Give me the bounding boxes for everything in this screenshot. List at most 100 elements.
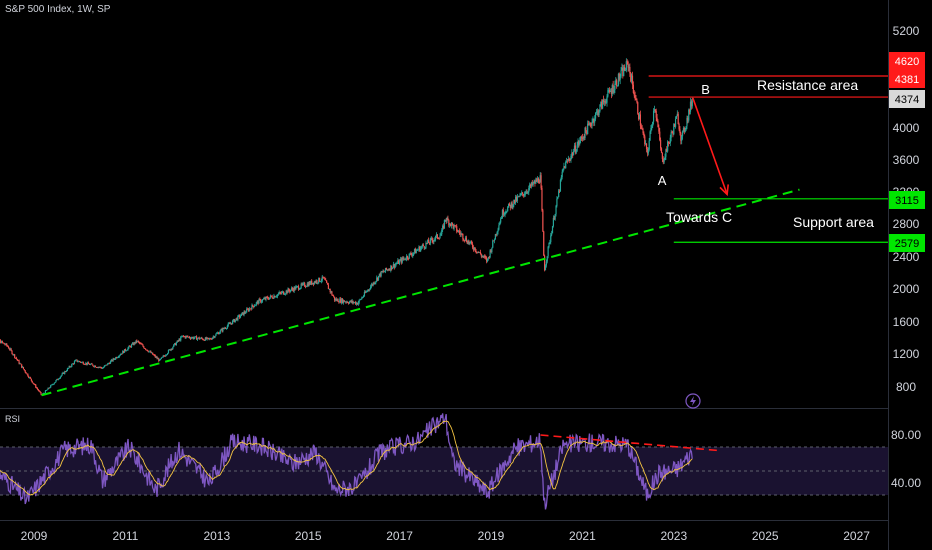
candle-body [378,273,380,276]
candle-body [232,319,235,321]
candle-body [73,361,76,364]
candle-body [536,179,538,182]
candle-body [123,350,125,353]
candle-body [518,196,520,198]
candle-body [438,238,440,240]
candle-body [681,136,683,141]
candle-body [156,356,158,359]
candle-body [217,332,220,335]
candle-body [515,196,518,201]
candle-body [257,301,259,304]
candle-body [14,354,16,358]
candle-body [275,296,278,298]
candle-body [522,194,525,196]
candle-body [177,340,179,342]
candle-body [674,124,676,127]
candle-body [565,162,567,169]
candle-body [481,256,483,257]
candle-body [690,101,692,107]
candle-body [611,85,613,94]
candle-body [311,280,313,285]
candle-body [389,269,391,271]
candle-body [457,231,459,233]
candle-body [340,298,343,303]
candle-body [534,180,536,184]
candle-body [153,354,156,356]
candle-body [619,76,621,80]
candle-body [552,217,554,227]
candle-body [70,366,72,368]
candle-body [417,249,419,251]
y-tick-label: 1200 [893,347,920,361]
candle-body [312,282,315,285]
candle-body [627,61,629,68]
candle-body [65,371,67,373]
candle-body [91,363,93,365]
candle-body [97,367,99,368]
candle-body [356,302,359,305]
candle-body [562,168,564,172]
candle-body [67,368,69,369]
candle-body [53,383,55,385]
candle-body [216,333,218,335]
x-tick-label: 2021 [569,529,596,543]
candle-body [393,263,395,268]
candle-body [386,269,388,271]
candle-body [573,145,576,152]
candle-body [131,343,134,345]
candle-body [565,160,568,163]
candle-body [165,355,167,357]
candle-body [421,244,424,247]
candle-body [470,241,472,243]
price-tag-label: 4374 [895,94,919,106]
candle-body [533,180,535,183]
candle-body [528,188,530,193]
candle-body [456,226,458,232]
candle-body [34,384,36,386]
candle-body [603,101,605,103]
candle-body [626,61,628,63]
candle-body [24,370,26,373]
candle-body [101,368,104,369]
candle-body [401,257,403,263]
candle-body [198,337,200,340]
candle-body [569,159,571,161]
candle-body [544,255,546,271]
candle-body [439,235,441,239]
candle-body [210,338,212,340]
candle-body [289,290,291,292]
candle-body [640,125,642,129]
candle-body [610,91,613,94]
candle-body [653,109,656,111]
candle-body [427,239,429,244]
candle-body [396,263,398,265]
candle-body [81,361,83,363]
candle-body [461,233,463,235]
candle-body [468,240,470,244]
candle-body [79,361,81,362]
candle-body [457,230,460,232]
candle-body [250,308,252,310]
candle-body [561,171,563,178]
candle-body [479,252,482,255]
candle-body [223,327,225,329]
candle-body [212,336,214,338]
candle-body [392,263,395,268]
candle-body [644,136,646,145]
candle-body [623,67,626,71]
candle-body [600,101,602,105]
candle-body [150,351,152,354]
candle-body [271,296,273,299]
candle-body [124,349,126,351]
candle-body [645,143,647,145]
candle-body [260,299,262,303]
candle-body [132,343,134,345]
support-trendline [41,188,800,397]
candle-body [546,256,548,262]
candle-body [564,166,566,169]
candle-body [346,301,348,303]
candle-body [201,337,203,339]
candle-body [514,199,516,203]
candle-body [13,354,15,356]
